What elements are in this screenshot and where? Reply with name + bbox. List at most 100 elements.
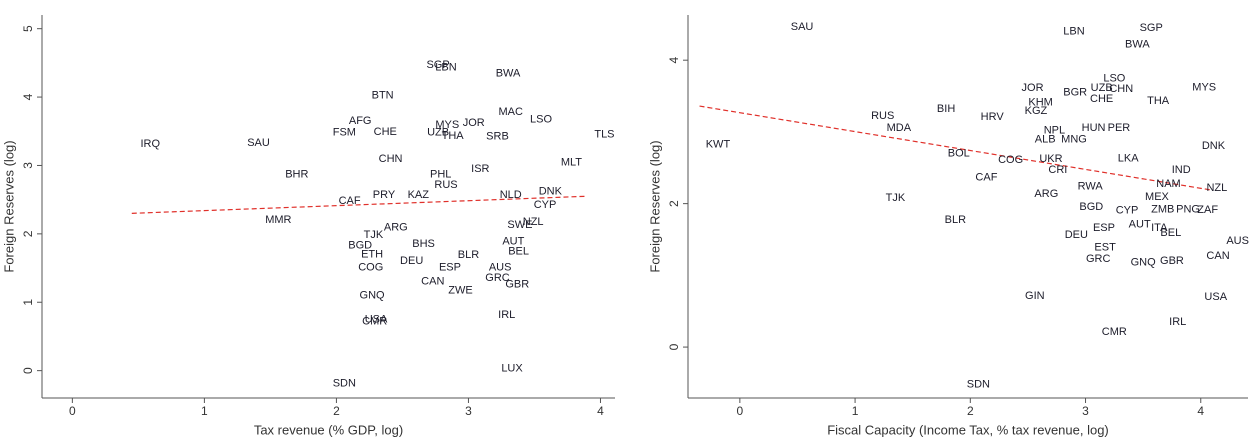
point-label: IRL [1169,316,1186,328]
point-label: BGD [348,239,372,251]
point-label: GRC [1086,253,1111,265]
x-tick-label: 0 [69,404,76,418]
point-label: CMR [362,315,387,327]
point-label: CYP [534,199,557,211]
point-label: UZB [1091,82,1113,94]
point-label: RWA [1078,180,1104,192]
point-label: KGZ [1025,105,1048,117]
point-label: MNG [1061,134,1087,146]
x-tick-label: 4 [597,404,604,418]
point-label: GNQ [360,289,386,301]
point-label: DNK [1202,140,1226,152]
y-axis-title: Foreign Reserves (log) [1,140,16,272]
point-label: AUT [1129,218,1151,230]
point-label: GBR [505,278,529,290]
point-label: PRY [373,189,396,201]
point-label: AUS [489,261,512,273]
point-label: IRL [498,309,515,321]
point-label: LUX [501,362,523,374]
point-label: BEL [1160,227,1181,239]
x-tick-label: 1 [201,404,208,418]
point-label: SWE [507,219,532,231]
point-label: ISR [471,163,489,175]
point-label: GBR [1160,255,1184,267]
point-label: NLD [500,189,522,201]
point-label: TLS [594,129,614,141]
point-label: SDN [967,378,990,390]
y-tick-label: 4 [21,93,35,100]
y-tick-label: 2 [667,200,681,207]
point-label: AUT [502,235,524,247]
point-label: COG [358,261,383,273]
point-label: SGP [1140,22,1163,34]
point-label: ARG [384,222,408,234]
x-axis-title: Fiscal Capacity (Income Tax, % tax reven… [827,422,1109,437]
x-tick-label: 1 [852,404,859,418]
point-label: ZMB [1151,203,1174,215]
point-label: COG [998,154,1023,166]
point-label: BWA [496,68,521,80]
point-label: SAU [247,137,270,149]
point-label: SRB [486,131,509,143]
x-tick-label: 3 [1082,404,1089,418]
point-label: ZAF [1197,204,1218,216]
point-label: BHS [412,238,435,250]
point-label: FSM [333,127,356,139]
point-label: MDA [887,122,912,134]
point-label: CHE [1090,93,1113,105]
point-label: BLR [458,249,479,261]
point-label: CHN [379,153,403,165]
point-label: GIN [1025,290,1045,302]
x-tick-label: 3 [465,404,472,418]
y-tick-label: 3 [21,162,35,169]
point-label: SDN [333,378,356,390]
point-label: LSO [530,114,552,126]
point-label: BGR [1063,86,1087,98]
point-label: ALB [1035,134,1056,146]
point-label: KWT [706,139,731,151]
point-label: NAM [1156,178,1180,190]
point-label: JOR [1022,82,1044,94]
point-label: PER [1108,122,1131,134]
point-label: DEU [1065,229,1088,241]
point-label: LBN [1063,25,1084,37]
point-label: AUS [1226,235,1249,247]
point-label: HUN [1082,122,1106,134]
y-tick-label: 4 [667,57,681,64]
point-label: BTN [372,90,394,102]
point-label: BOL [948,147,970,159]
point-label: KAZ [408,189,430,201]
point-label: CMR [1102,326,1127,338]
point-label: NPL [1044,124,1065,136]
y-tick-label: 0 [667,343,681,350]
point-label: USA [1204,291,1227,303]
point-label: ZWE [448,285,472,297]
y-tick-label: 1 [21,299,35,306]
point-label: NZL [523,216,544,228]
point-label: SAU [791,21,814,33]
point-label: ETH [361,248,383,260]
point-label: AFG [349,115,372,127]
point-label: CAN [1206,250,1229,262]
point-label: MYS [1192,81,1216,93]
point-label: ITA [1151,222,1168,234]
point-label: PNG [1176,203,1200,215]
point-label: PHL [430,168,451,180]
y-tick-label: 5 [21,25,35,32]
point-label: CYP [1116,205,1139,217]
point-label: BLR [945,214,966,226]
point-label: RUS [871,110,894,122]
point-label: KHM [1028,96,1052,108]
point-label: SGP [426,59,449,71]
point-label: RUS [434,179,457,191]
point-label: NZL [1206,182,1227,194]
point-label: DNK [539,185,563,197]
point-label: TJK [886,192,906,204]
x-tick-label: 2 [333,404,340,418]
point-label: UZB [427,127,449,139]
point-label: ESP [1093,222,1115,234]
point-label: EST [1094,241,1116,253]
point-label: USA [365,313,388,325]
fit-line [131,195,588,214]
